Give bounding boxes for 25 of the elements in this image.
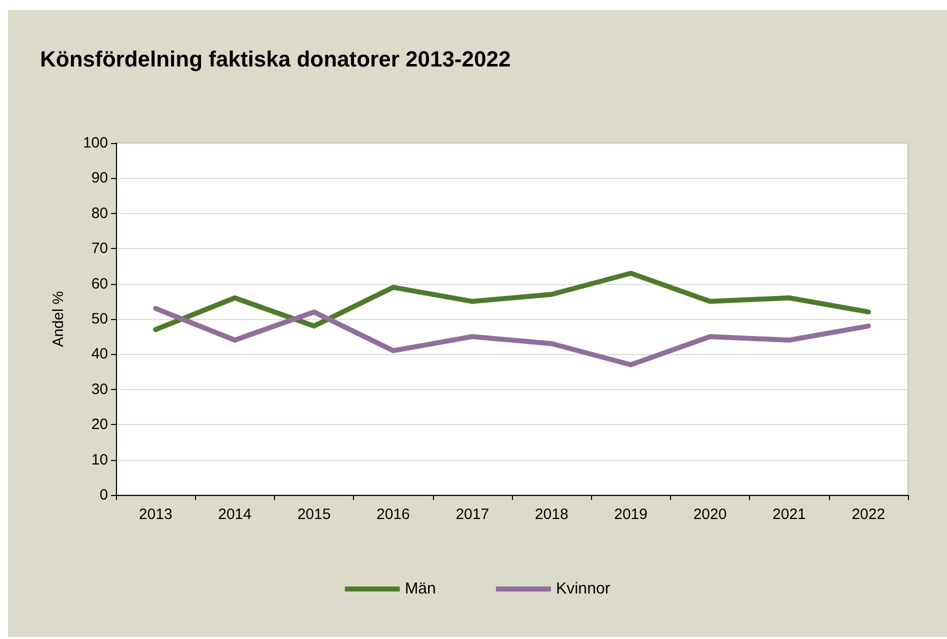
y-tick-label: 70 xyxy=(91,240,108,258)
chart-title: Könsfördelning faktiska donatorer 2013-2022 xyxy=(40,46,511,72)
x-tick-label: 2020 xyxy=(693,506,727,523)
x-tick-label: 2017 xyxy=(456,506,490,523)
y-tick-label: 100 xyxy=(82,134,108,152)
legend-label: Män xyxy=(404,580,436,598)
x-tick-label: 2013 xyxy=(138,506,172,523)
y-tick-label: 20 xyxy=(91,416,108,434)
x-tick-label: 2021 xyxy=(772,506,806,523)
x-tick-label: 2019 xyxy=(614,506,648,523)
y-tick-label: 40 xyxy=(91,346,108,363)
x-tick-label: 2016 xyxy=(376,506,410,523)
y-tick-label: 30 xyxy=(91,380,108,398)
y-tick-label: 80 xyxy=(91,204,108,222)
x-tick-label: 2014 xyxy=(218,506,252,523)
y-tick-label: 0 xyxy=(100,486,108,504)
y-tick-label: 50 xyxy=(91,310,108,328)
x-tick-label: 2015 xyxy=(297,506,331,523)
x-tick-label: 2022 xyxy=(852,506,886,523)
y-tick-label: 10 xyxy=(91,451,108,468)
legend-label: Kvinnor xyxy=(556,580,611,598)
y-tick-label: 90 xyxy=(91,170,108,187)
y-axis-title: Andel % xyxy=(50,291,67,347)
x-tick-label: 2018 xyxy=(534,506,568,523)
y-tick-label: 60 xyxy=(91,275,108,292)
